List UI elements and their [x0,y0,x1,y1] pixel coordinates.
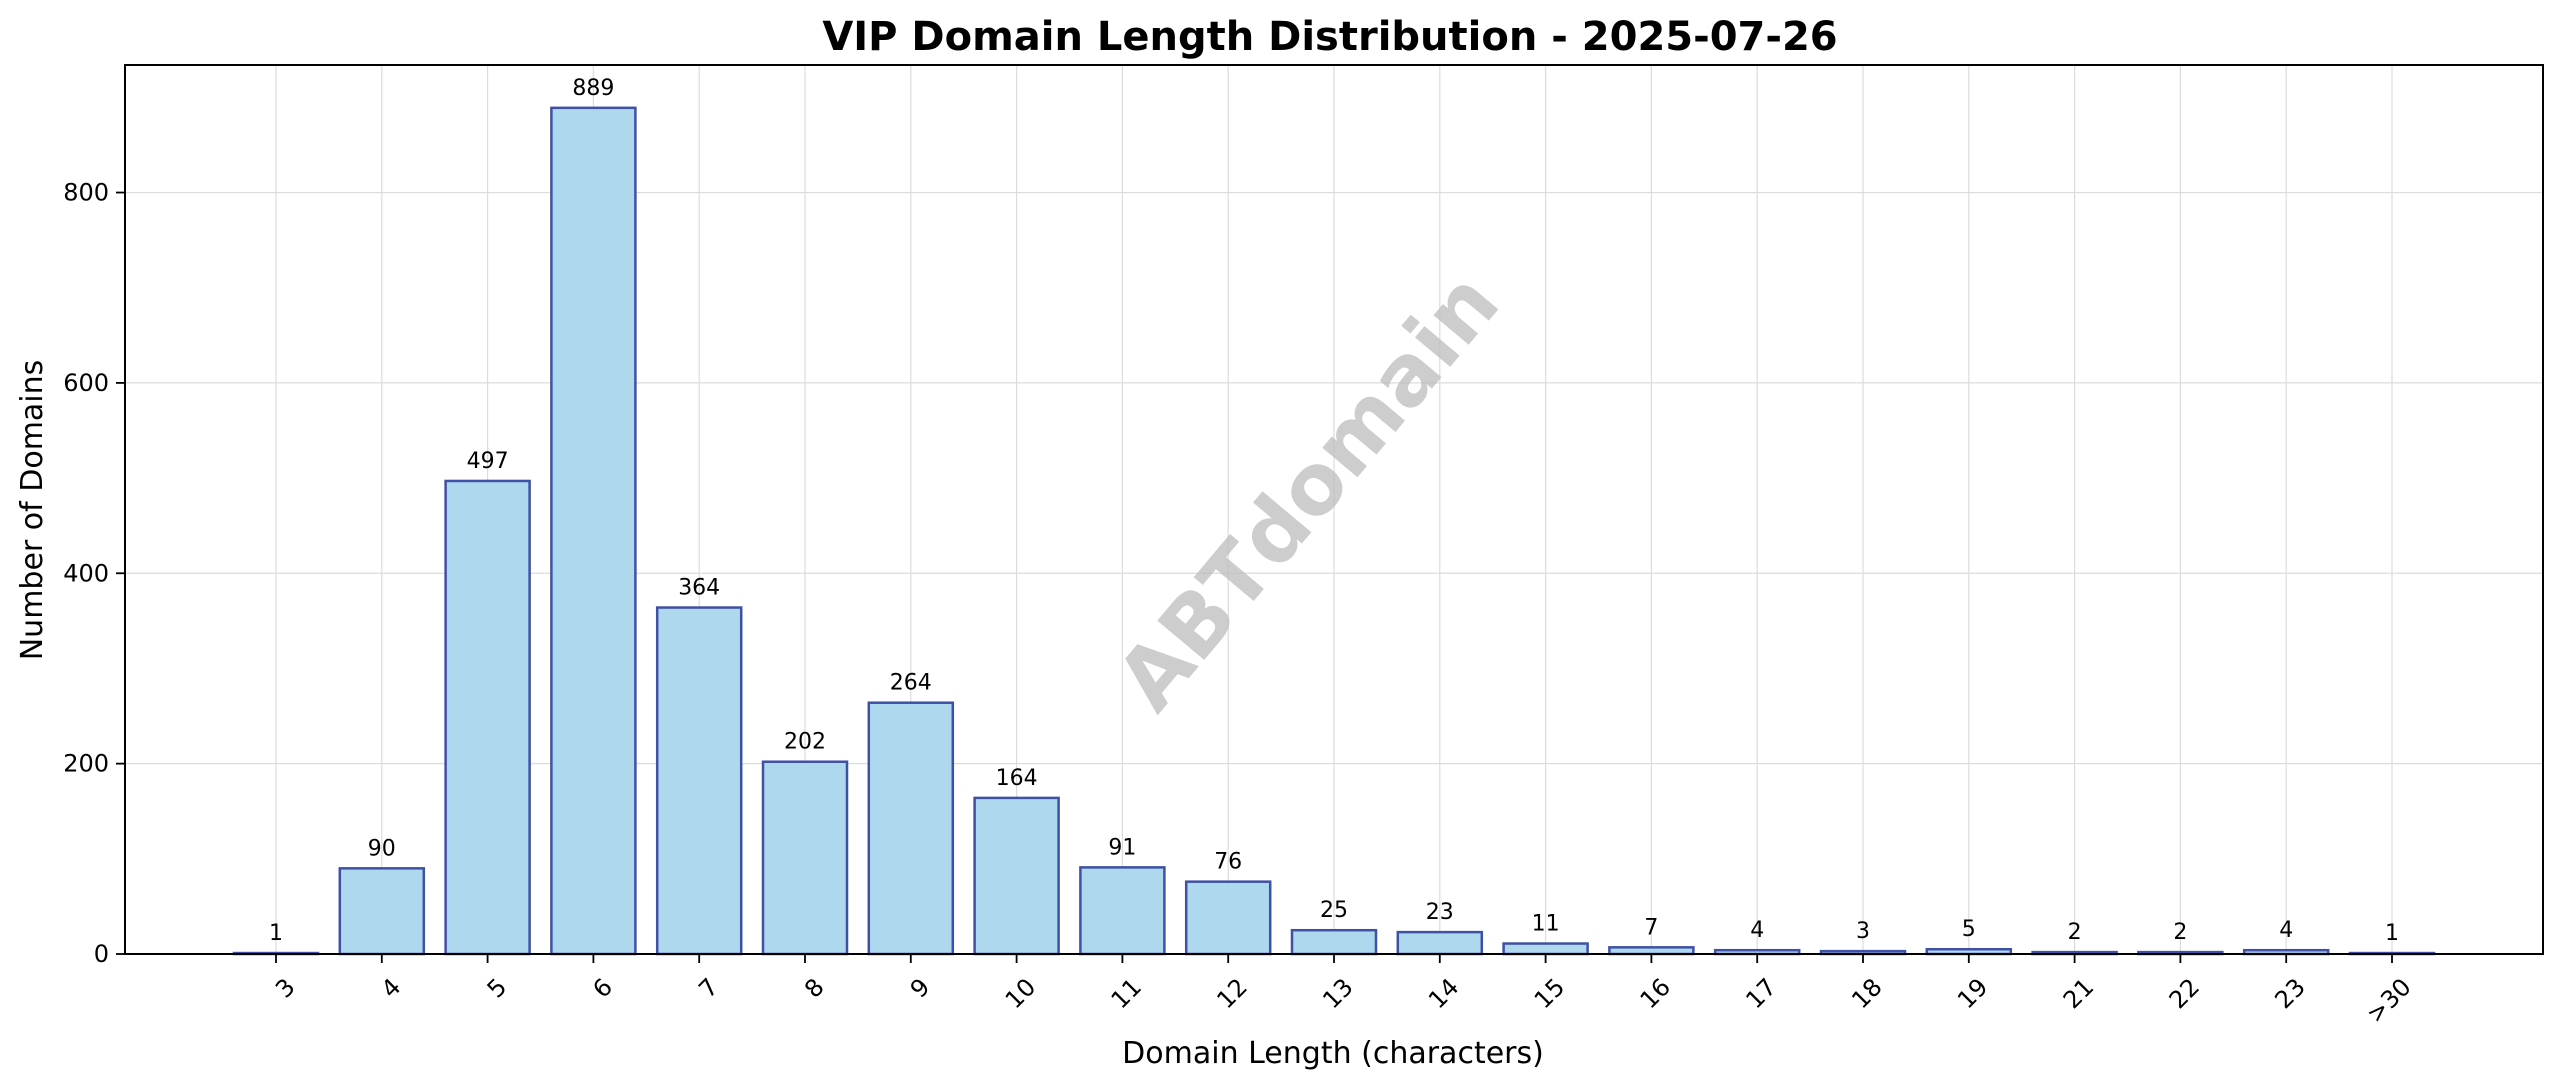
x-tick-label: 7 [693,973,724,1004]
bar-value-label: 4 [1750,918,1764,943]
watermark: ABTdomain [1098,254,1518,728]
bar-value-label: 91 [1108,835,1136,860]
bar-value-label: 1 [2385,921,2399,946]
bar-value-label: 23 [1426,900,1454,925]
x-tick-label: 17 [1740,973,1781,1014]
x-tick-label: 11 [1106,973,1147,1014]
bar-value-label: 7 [1644,915,1658,940]
x-tick-label: 3 [270,973,301,1004]
bar-value-label: 364 [678,576,720,601]
bar [973,796,1060,956]
bar-value-label: 2 [2173,920,2187,945]
y-tick-label: 400 [63,559,109,587]
x-tick-label: 23 [2269,973,2310,1014]
bar [550,106,637,956]
bar [655,606,743,956]
bar [338,867,426,956]
x-tick-label: 10 [1000,973,1041,1014]
x-tick-label: 13 [1317,973,1358,1014]
bar-value-label: 2 [2068,920,2082,945]
x-tick-label: 8 [799,973,830,1004]
x-tick-label: 16 [1635,973,1676,1014]
x-tick-label: 22 [2164,973,2205,1014]
bar-value-label: 76 [1214,850,1242,875]
y-axis-label: Number of Domains [15,360,50,661]
y-tick-label: 600 [63,369,109,397]
x-tick-label: 9 [905,973,936,1004]
x-tick-label: 15 [1529,973,1570,1014]
bar-value-label: 3 [1856,919,1870,944]
bar [1184,880,1272,956]
bar [867,701,955,956]
bar-value-label: 889 [572,76,614,101]
bar [1396,930,1484,956]
x-tick-label: 18 [1846,973,1887,1014]
data-labels-layer: 1 90 497 889 364 202 264 164 91 76 25 23 11 7 4 3 5 2 2 4 1 [269,76,2399,946]
x-axis-label: Domain Length (characters) [1122,1036,1544,1071]
bar [1290,928,1378,956]
bar-value-label: 1 [269,921,283,946]
x-tick-label: 12 [1211,973,1252,1014]
x-tick-label: 14 [1423,973,1464,1014]
bar [1502,942,1589,956]
bars-layer [232,106,2436,956]
bar-value-label: 497 [467,449,509,474]
bar-value-label: 202 [784,730,826,755]
x-tick-label: 21 [2058,973,2099,1014]
bar-value-label: 4 [2279,918,2293,943]
x-tick-label: 6 [587,973,618,1004]
bar-value-label: 90 [368,836,396,861]
bar [761,760,849,956]
chart-title: VIP Domain Length Distribution - 2025-07… [822,14,1837,60]
x-tick-label: 4 [376,973,407,1004]
bar-value-label: 164 [996,766,1038,791]
y-tick-label: 200 [63,750,109,778]
bar [444,479,531,956]
x-tick-label: 5 [482,973,513,1004]
x-tick-label: 19 [1952,973,1993,1014]
y-tick-label: 0 [94,940,109,968]
x-tick-label: >30 [2361,973,2417,1029]
bar-value-label: 5 [1962,917,1976,942]
y-tick-label: 800 [63,179,109,207]
bar-value-label: 264 [890,671,932,696]
grid-layer [125,65,2543,955]
bar-value-label: 25 [1320,898,1348,923]
bar-value-label: 11 [1532,912,1560,937]
bar [1079,866,1166,956]
